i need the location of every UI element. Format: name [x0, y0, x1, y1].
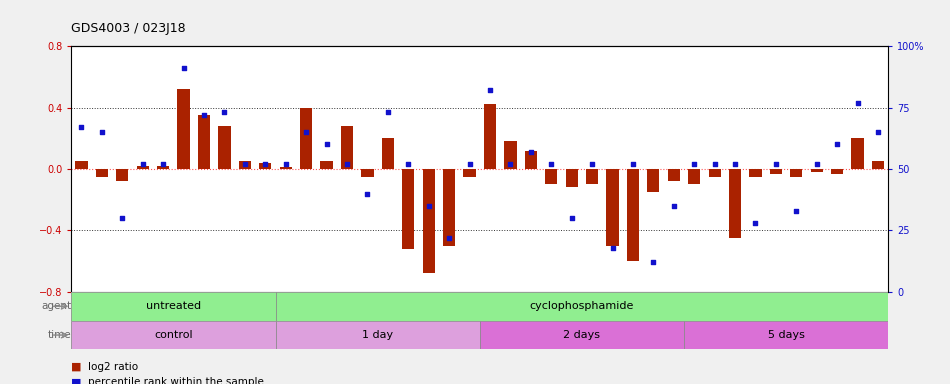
- Text: control: control: [154, 330, 193, 340]
- Bar: [586, 169, 598, 184]
- Bar: [770, 169, 782, 174]
- Bar: [606, 169, 618, 246]
- Point: [380, 109, 395, 116]
- Point: [728, 161, 743, 167]
- Point: [197, 112, 212, 118]
- Point: [462, 161, 477, 167]
- Bar: [320, 161, 332, 169]
- Bar: [810, 169, 823, 172]
- Bar: [443, 169, 455, 246]
- Bar: [750, 169, 762, 177]
- Bar: [157, 166, 169, 169]
- Bar: [688, 169, 700, 184]
- Point: [809, 161, 825, 167]
- Bar: [259, 163, 272, 169]
- Text: ■: ■: [71, 362, 82, 372]
- Point: [584, 161, 599, 167]
- Point: [339, 161, 354, 167]
- Bar: [71, 292, 276, 321]
- Point: [94, 129, 109, 135]
- Point: [646, 259, 661, 265]
- Text: log2 ratio: log2 ratio: [88, 362, 139, 372]
- Text: 1 day: 1 day: [362, 330, 393, 340]
- Text: agent: agent: [41, 301, 71, 311]
- Text: ■: ■: [71, 377, 82, 384]
- Bar: [276, 321, 480, 349]
- Bar: [668, 169, 680, 181]
- Point: [543, 161, 559, 167]
- Point: [115, 215, 130, 221]
- Bar: [872, 161, 884, 169]
- Bar: [75, 161, 87, 169]
- Point: [605, 245, 620, 251]
- Point: [788, 208, 804, 214]
- Bar: [684, 321, 888, 349]
- Point: [625, 161, 640, 167]
- Bar: [484, 104, 496, 169]
- Point: [217, 109, 232, 116]
- Point: [666, 203, 681, 209]
- Bar: [300, 108, 313, 169]
- Bar: [71, 321, 276, 349]
- Point: [523, 149, 539, 155]
- Text: cyclophosphamide: cyclophosphamide: [530, 301, 634, 311]
- Bar: [545, 169, 558, 184]
- Point: [870, 129, 885, 135]
- Bar: [218, 126, 231, 169]
- Point: [238, 161, 253, 167]
- Bar: [178, 89, 190, 169]
- Bar: [198, 115, 210, 169]
- Point: [401, 161, 416, 167]
- Point: [74, 124, 89, 130]
- Point: [707, 161, 722, 167]
- Text: percentile rank within the sample: percentile rank within the sample: [88, 377, 264, 384]
- Bar: [279, 167, 292, 169]
- Bar: [504, 141, 517, 169]
- Point: [360, 190, 375, 197]
- Point: [421, 203, 436, 209]
- Point: [176, 65, 191, 71]
- Point: [748, 220, 763, 226]
- Bar: [851, 138, 864, 169]
- Point: [687, 161, 702, 167]
- Bar: [341, 126, 353, 169]
- Point: [564, 215, 580, 221]
- Point: [769, 161, 784, 167]
- Point: [257, 161, 273, 167]
- Point: [483, 87, 498, 93]
- Text: GDS4003 / 023J18: GDS4003 / 023J18: [71, 22, 186, 35]
- Bar: [361, 169, 373, 177]
- Bar: [96, 169, 108, 177]
- Point: [442, 235, 457, 241]
- Bar: [276, 292, 888, 321]
- Point: [298, 129, 314, 135]
- Point: [135, 161, 150, 167]
- Point: [319, 141, 334, 147]
- Point: [829, 141, 845, 147]
- Bar: [137, 166, 149, 169]
- Bar: [831, 169, 844, 174]
- Bar: [647, 169, 659, 192]
- Bar: [402, 169, 414, 249]
- Bar: [116, 169, 128, 181]
- Text: untreated: untreated: [145, 301, 201, 311]
- Bar: [423, 169, 435, 273]
- Text: time: time: [48, 330, 71, 340]
- Text: 5 days: 5 days: [768, 330, 805, 340]
- Bar: [524, 151, 537, 169]
- Text: 2 days: 2 days: [563, 330, 600, 340]
- Bar: [464, 169, 476, 177]
- Point: [278, 161, 294, 167]
- Bar: [709, 169, 721, 177]
- Bar: [238, 161, 251, 169]
- Bar: [382, 138, 394, 169]
- Bar: [729, 169, 741, 238]
- Point: [850, 99, 865, 106]
- Point: [156, 161, 171, 167]
- Bar: [790, 169, 803, 177]
- Bar: [565, 169, 578, 187]
- Bar: [480, 321, 684, 349]
- Point: [503, 161, 518, 167]
- Bar: [627, 169, 639, 261]
